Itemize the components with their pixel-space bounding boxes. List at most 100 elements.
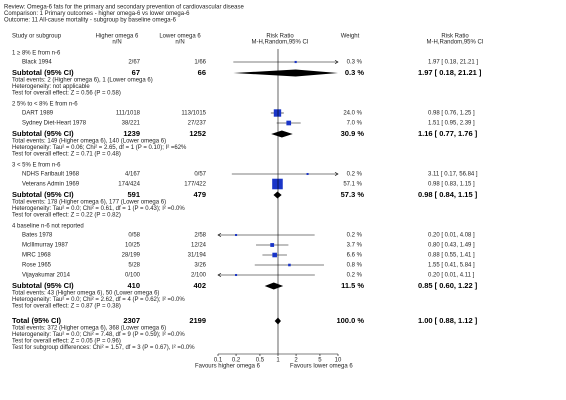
higher-events: 4/167 xyxy=(125,172,141,178)
study-marker xyxy=(270,243,275,247)
study-name: Black 1994 xyxy=(22,60,52,66)
higher-events: 38/221 xyxy=(122,121,141,127)
study-marker xyxy=(235,233,238,237)
effect: 1.16 [ 0.77, 1.76 ] xyxy=(418,129,478,138)
favours-right: Favours lower omega 6 xyxy=(290,364,353,370)
weight: 0.3 % xyxy=(345,68,365,77)
effect: 3.11 [ 0.17, 56.84 ] xyxy=(428,172,478,178)
x-tick-label: 10 xyxy=(335,358,342,364)
study-name: Rose 1965 xyxy=(22,263,52,269)
note: Heterogeneity: not applicable xyxy=(12,84,90,90)
note: Test for overall effect: Z = 0.56 (P = 0… xyxy=(12,91,121,97)
diamond xyxy=(264,282,284,290)
effect: 1.55 [ 0.41, 5.84 ] xyxy=(428,263,475,269)
ci-arrow xyxy=(334,59,339,65)
higher-events: 2/67 xyxy=(128,60,140,66)
note: Test for overall effect: Z = 0.05 (P = 0… xyxy=(12,339,121,345)
x-tick-label: 0.1 xyxy=(214,358,223,364)
weight: 0.2 % xyxy=(347,233,363,239)
x-tick-label: 5 xyxy=(318,358,322,364)
effect: 0.98 [ 0.84, 1.15 ] xyxy=(418,190,478,199)
diamond xyxy=(273,191,282,199)
column-sub: M-H,Random,95% CI xyxy=(251,40,308,46)
note: Total events: 372 (Higher omega 6), 368 … xyxy=(12,326,166,332)
lower-events: 27/237 xyxy=(188,121,207,127)
ci-arrow xyxy=(217,272,222,278)
effect: 0.85 [ 0.60, 1.22 ] xyxy=(418,281,478,290)
column-title: Higher omega 6 xyxy=(96,34,139,40)
higher-total: 410 xyxy=(127,281,140,290)
weight: 100.0 % xyxy=(336,316,364,325)
subtotal-label: Subtotal (95% CI) xyxy=(12,129,74,138)
lower-events: 2/58 xyxy=(194,233,206,239)
higher-events: 5/28 xyxy=(128,263,140,269)
lower-events: 1/66 xyxy=(194,60,206,66)
note: Total events: 2 (Higher omega 6), 1 (Low… xyxy=(12,78,153,84)
weight: 3.7 % xyxy=(347,243,363,249)
effect: 0.80 [ 0.43, 1.49 ] xyxy=(428,243,475,249)
lower-total: 1252 xyxy=(189,129,206,138)
lower-events: 113/1015 xyxy=(181,111,206,117)
weight: 24.0 % xyxy=(343,111,362,117)
subtotal-label: Subtotal (95% CI) xyxy=(12,281,74,290)
lower-total: 479 xyxy=(193,190,206,199)
column-title: Study or subgroup xyxy=(12,34,62,40)
lower-total: 2199 xyxy=(189,316,206,325)
higher-events: 111/1018 xyxy=(116,111,141,117)
diamond xyxy=(271,130,293,138)
subtotal-label: Subtotal (95% CI) xyxy=(12,190,74,199)
column-title: Weight xyxy=(341,34,360,40)
effect: 0.98 [ 0.83, 1.15 ] xyxy=(428,182,475,188)
x-tick-label: 1 xyxy=(276,358,280,364)
lower-events: 3/26 xyxy=(194,263,206,269)
note: Test for overall effect: Z = 0.87 (P = 0… xyxy=(12,304,121,310)
note: Test for overall effect: Z = 0.71 (P = 0… xyxy=(12,152,121,158)
group-label: 3 < 5% E from n-6 xyxy=(12,163,61,169)
lower-events: 2/100 xyxy=(191,273,207,279)
column-sub: n/N xyxy=(175,40,184,46)
effect: 0.88 [ 0.55, 1.41 ] xyxy=(428,253,475,259)
x-tick-label: 0.2 xyxy=(232,358,241,364)
study-name: MRC 1968 xyxy=(22,253,51,259)
comparison: Comparison: 1 Primary outcomes - higher … xyxy=(4,11,190,17)
higher-events: 0/100 xyxy=(125,273,141,279)
ci-arrow xyxy=(217,232,222,238)
study-name: Sydney Diet-Heart 1978 xyxy=(22,121,87,127)
favours-left: Favours higher omega 6 xyxy=(195,364,261,370)
note: Total events: 43 (Higher omega 6), 50 (L… xyxy=(12,291,159,297)
study-marker xyxy=(272,252,277,258)
x-tick-label: 0.5 xyxy=(256,358,265,364)
weight: 6.6 % xyxy=(347,253,363,259)
note: Heterogeneity: Tau² = 0.0; Chi² = 0.61, … xyxy=(12,206,185,212)
group-label: 4 baseline n-6 not reported xyxy=(12,224,84,230)
study-name: Veterans Admin 1969 xyxy=(22,182,80,188)
study-name: Vijayakumar 2014 xyxy=(22,273,71,279)
study-marker xyxy=(272,178,283,190)
weight: 0.2 % xyxy=(347,273,363,279)
note: Test for overall effect: Z = 0.22 (P = 0… xyxy=(12,213,121,219)
weight: 11.5 % xyxy=(341,281,364,290)
effect: 1.00 [ 0.88, 1.12 ] xyxy=(418,316,478,325)
lower-events: 12/24 xyxy=(191,243,207,249)
note: Heterogeneity: Tau² = 0.0; Chi² = 2.62, … xyxy=(12,297,185,303)
subtotal-label: Subtotal (95% CI) xyxy=(12,68,74,77)
effect: 0.98 [ 0.76, 1.25 ] xyxy=(428,111,475,117)
study-marker xyxy=(273,109,282,117)
higher-events: 0/58 xyxy=(128,233,140,239)
higher-total: 1239 xyxy=(123,129,140,138)
weight: 0.3 % xyxy=(347,60,363,66)
higher-events: 174/424 xyxy=(118,182,140,188)
study-marker xyxy=(306,172,309,176)
study-marker xyxy=(286,120,292,126)
higher-total: 2307 xyxy=(123,316,140,325)
note: Total events: 178 (Higher omega 6), 177 … xyxy=(12,200,166,206)
higher-total: 591 xyxy=(127,190,140,199)
column-sub: M-H,Random,95% CI xyxy=(426,40,483,46)
effect: 1.97 [ 0.18, 21.21 ] xyxy=(428,60,478,66)
higher-total: 67 xyxy=(132,68,140,77)
column-title: Risk Ratio xyxy=(441,34,469,40)
study-marker xyxy=(235,273,238,277)
column-title: Risk Ratio xyxy=(266,34,294,40)
weight: 57.1 % xyxy=(343,182,362,188)
